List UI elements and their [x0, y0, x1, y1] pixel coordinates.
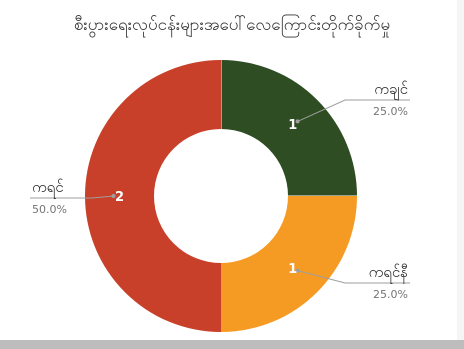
callout-dot-1 — [295, 268, 300, 273]
callout-dot-2 — [111, 194, 116, 198]
percent-label-2: 50.0% — [32, 203, 67, 216]
donut-slice-1 — [221, 196, 357, 332]
donut-slice-2 — [85, 60, 221, 332]
slice-value-label-2: 2 — [115, 190, 124, 205]
window-edge — [457, 0, 464, 340]
callout-dot-0 — [295, 119, 300, 124]
callout-line-0 — [297, 99, 410, 122]
bottom-scrollbar-area — [0, 340, 464, 349]
percent-label-0: 25.0% — [373, 105, 408, 118]
percent-label-1: 25.0% — [373, 288, 408, 301]
category-label-2: ကရင် — [32, 178, 64, 199]
chart-title: စီးပွားရေးလုပ်ငန်းများအပေါ်လေကြောင်းတိုက… — [73, 15, 391, 35]
category-label-0: ကချင် — [374, 80, 408, 101]
callout-line-1 — [297, 270, 410, 284]
slice-value-label-1: 1 — [288, 262, 297, 277]
callout-line-2 — [30, 195, 114, 199]
donut-slice-0 — [221, 60, 357, 196]
slice-value-label-0: 1 — [288, 118, 297, 133]
category-label-1: ကရင်နီ — [369, 263, 408, 284]
